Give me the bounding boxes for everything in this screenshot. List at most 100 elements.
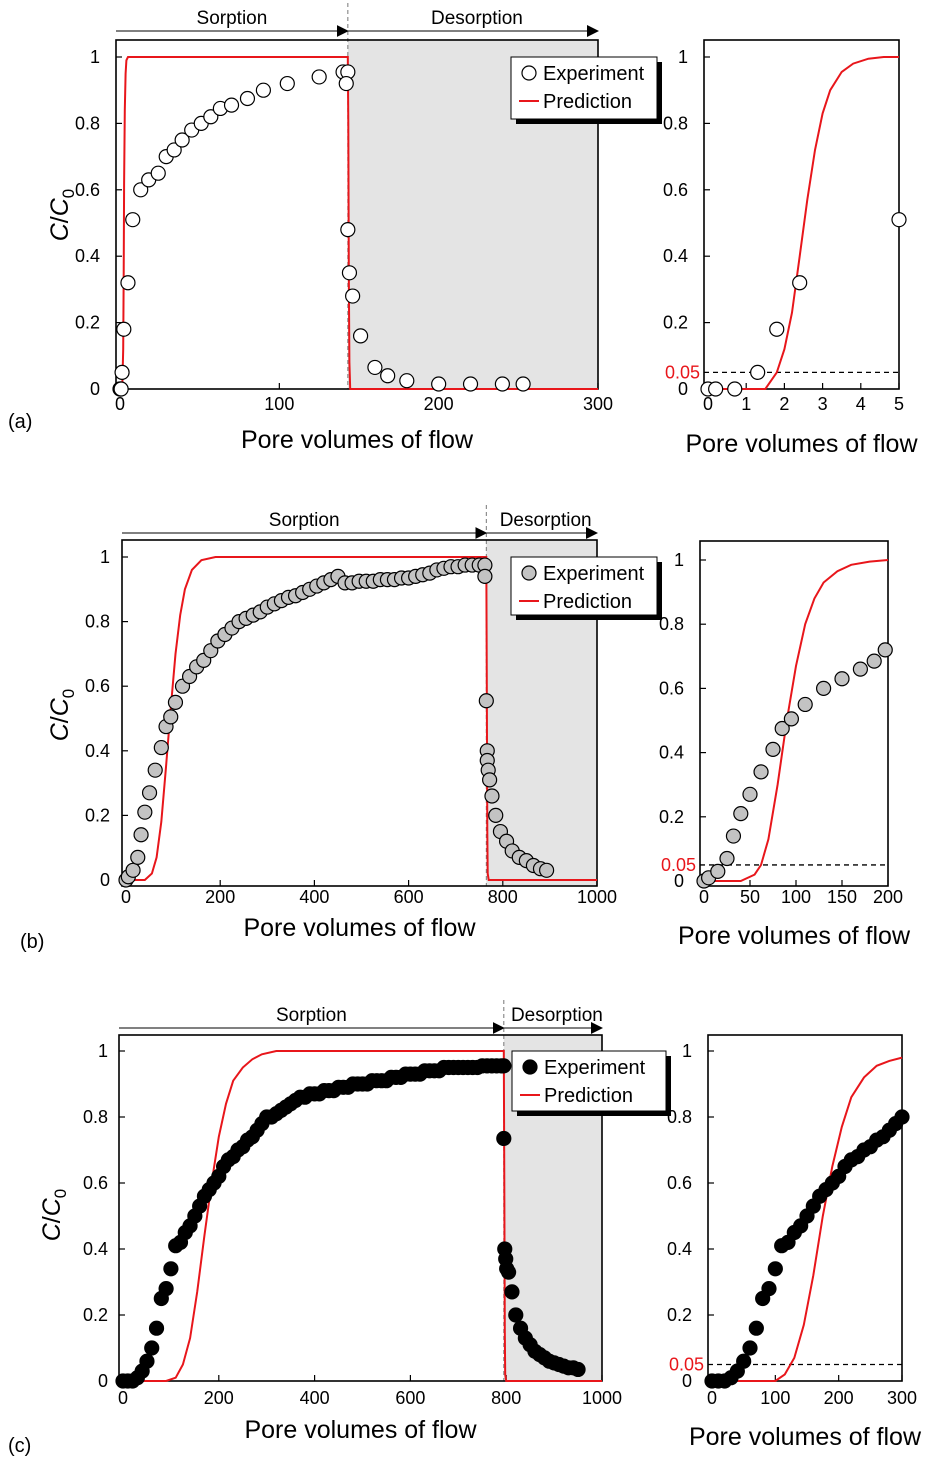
y-tick-label: 0.4 (659, 743, 684, 763)
experiment-point (133, 182, 149, 198)
panel-letter: (c) (8, 1435, 31, 1457)
y-tick-label: 1 (674, 550, 684, 570)
experiment-point (750, 364, 766, 380)
experiment-point (815, 680, 832, 697)
chart-a_zoom: 0 0.2 0.4 0.6 0.8 1 0 1 2 3 4 5 Pore volumes of flow… (663, 39, 918, 458)
y-tick-label: 0 (100, 870, 110, 890)
chart-c_zoom: 0 0.2 0.4 0.6 0.8 1 0 100 200 300 Pore volumes of … (667, 1034, 922, 1451)
experiment-point (116, 321, 132, 337)
threshold-label: 0.05 (661, 855, 696, 875)
experiment-point (352, 328, 369, 344)
experiment-point (797, 696, 813, 713)
x-axis-title: Pore volumes of flow (241, 426, 474, 454)
experiment-point (767, 1261, 783, 1277)
experiment-point (167, 694, 184, 710)
y-tick-label: 0.6 (83, 1173, 108, 1193)
x-tick-label: 100 (760, 1388, 790, 1408)
experiment-point (341, 265, 358, 281)
chart-b_zoom: 0 0.2 0.4 0.6 0.8 1 0 50 100 150 200 Pore volumes o… (659, 540, 911, 950)
experiment-point (203, 109, 219, 125)
y-tick-label: 0.4 (85, 741, 110, 761)
y-axis-title: C/C0 (46, 689, 78, 742)
legend-prediction-label: Prediction (544, 1085, 633, 1107)
x-tick-label: 2 (779, 394, 789, 414)
x-tick-label: 800 (491, 1388, 521, 1408)
experiment-point (137, 804, 153, 820)
plot-frame (699, 540, 889, 887)
x-tick-label: 1000 (577, 887, 617, 907)
y-axis-title: C/C0 (38, 1189, 70, 1242)
experiment-point (765, 741, 781, 757)
y-tick-label: 0.8 (659, 614, 684, 634)
plot-frame (121, 539, 598, 887)
experiment-point (279, 75, 295, 92)
experiment-point (163, 709, 179, 725)
y-tick-label: 0.4 (75, 246, 100, 266)
experiment-point (733, 805, 749, 822)
x-tick-label: 0 (699, 887, 709, 907)
experiment-point (769, 321, 785, 337)
experiment-point (736, 1353, 752, 1369)
x-tick-label: 3 (818, 394, 828, 414)
experiment-point (148, 1320, 165, 1336)
experiment-point (380, 368, 396, 384)
prediction-line (708, 56, 899, 390)
experiment-point (367, 359, 383, 376)
y-tick-label: 0.6 (85, 676, 110, 696)
experiment-point (792, 275, 808, 291)
experiment-point (133, 827, 149, 843)
experiment-point (488, 807, 504, 824)
experiment-point (708, 381, 724, 397)
y-tick-label: 0.6 (667, 1173, 692, 1193)
y-tick-label: 0.2 (667, 1305, 692, 1325)
experiment-point (163, 1261, 179, 1277)
experiment-point (894, 1109, 910, 1125)
experiment-point (719, 850, 735, 867)
experiment-point (255, 82, 271, 98)
sorption-label: Sorption (269, 510, 340, 531)
x-tick-label: 1 (741, 394, 751, 414)
plot-frame (118, 1034, 603, 1382)
experiment-point (877, 642, 893, 658)
experiment-point (539, 862, 555, 878)
x-tick-label: 200 (204, 1388, 234, 1408)
y-tick-label: 0.2 (85, 805, 110, 825)
y-tick-label: 0.2 (663, 313, 688, 333)
experiment-point (748, 1320, 764, 1336)
panel-letter: (a) (8, 411, 32, 433)
experiment-point (891, 212, 907, 228)
experiment-point (431, 376, 447, 392)
experiment-point (147, 762, 163, 778)
panel-letter: (b) (20, 931, 44, 953)
legend-prediction-label: Prediction (543, 91, 632, 113)
experiment-point (725, 828, 742, 844)
experiment-point (710, 863, 726, 879)
plot-frame (703, 39, 900, 390)
chart-b_main: 0 0.2 0.4 0.6 0.8 1 0 200 400 600 800 1000 Pore volu… (20, 505, 662, 953)
experiment-point (113, 381, 129, 397)
y-tick-label: 1 (678, 47, 688, 67)
x-tick-label: 300 (583, 394, 613, 414)
threshold-label: 0.05 (665, 362, 700, 382)
y-axis-title: C/C0 (46, 189, 78, 242)
y-tick-label: 0.6 (75, 180, 100, 200)
legend-experiment-label: Experiment (543, 563, 645, 585)
y-tick-label: 0.6 (663, 180, 688, 200)
experiment-point (494, 376, 510, 392)
legend-experiment-marker (521, 65, 537, 81)
y-tick-label: 0.8 (85, 612, 110, 632)
y-tick-label: 0.4 (83, 1239, 108, 1259)
x-tick-label: 400 (299, 887, 329, 907)
x-tick-label: 600 (394, 887, 424, 907)
legend-experiment-label: Experiment (544, 1057, 646, 1079)
sorption-label: Sorption (276, 1005, 347, 1026)
experiment-point (753, 764, 769, 780)
experiment-point (742, 1340, 758, 1356)
experiment-point (852, 661, 869, 677)
x-tick-label: 0 (121, 887, 131, 907)
legend-box (510, 556, 658, 616)
x-tick-label: 200 (873, 887, 903, 907)
x-tick-label: 1000 (582, 1388, 622, 1408)
y-tick-label: 1 (98, 1041, 108, 1061)
